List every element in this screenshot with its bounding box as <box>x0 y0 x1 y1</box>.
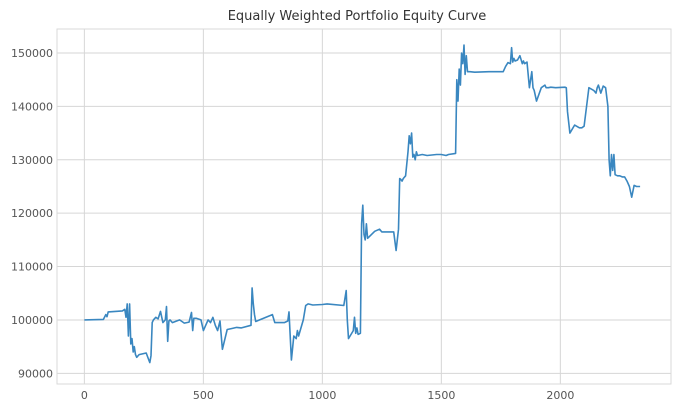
equity-curve-line <box>84 44 641 364</box>
x-tick-label: 500 <box>193 389 214 402</box>
y-tick-label: 150000 <box>11 47 53 60</box>
y-tick-label: 130000 <box>11 154 53 167</box>
y-tick-label: 100000 <box>11 314 53 327</box>
y-tick-label: 120000 <box>11 207 53 220</box>
x-tick-label: 1000 <box>308 389 336 402</box>
x-tick-label: 2000 <box>546 389 574 402</box>
x-tick-label: 0 <box>81 389 88 402</box>
y-tick-label: 110000 <box>11 261 53 274</box>
tick-labels: 9000010000011000012000013000014000015000… <box>11 47 574 402</box>
plot-frame <box>56 28 672 385</box>
gridlines <box>57 29 671 384</box>
x-tick-label: 1500 <box>427 389 455 402</box>
y-tick-label: 90000 <box>18 367 53 380</box>
y-tick-label: 140000 <box>11 100 53 113</box>
series-layer <box>84 44 641 364</box>
chart-title: Equally Weighted Portfolio Equity Curve <box>228 9 487 24</box>
